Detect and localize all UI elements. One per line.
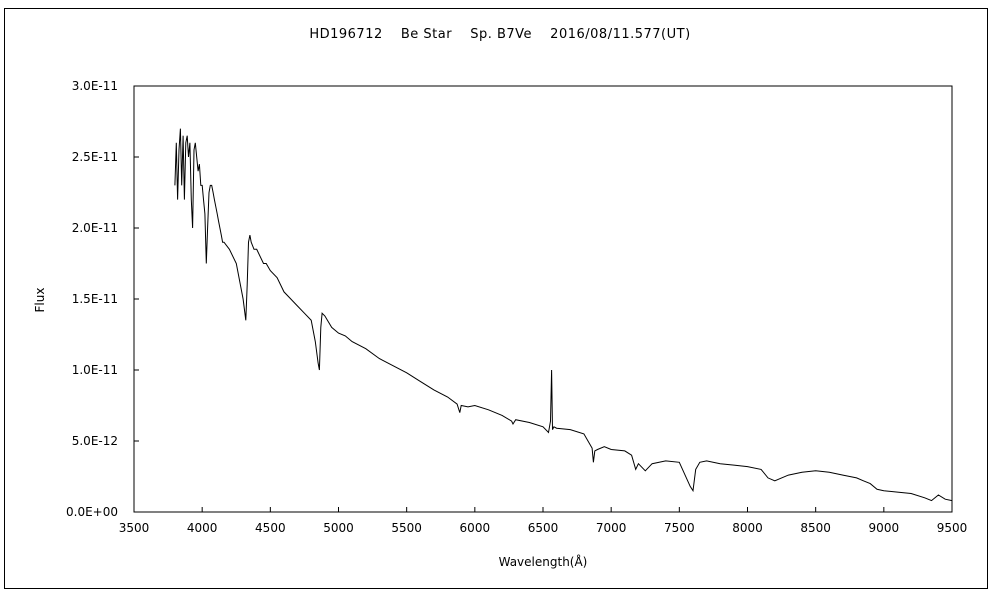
x-tick-label: 6500 <box>528 521 559 535</box>
x-tick-label: 7500 <box>664 521 695 535</box>
x-tick-label: 9500 <box>937 521 968 535</box>
y-axis-label: Flux <box>33 288 47 313</box>
x-tick-label: 5000 <box>323 521 354 535</box>
y-tick-label: 2.5E-11 <box>72 150 118 164</box>
y-tick-label: 0.0E+00 <box>66 505 118 519</box>
x-axis-label: Wavelength(Å) <box>499 554 588 569</box>
y-tick-label: 5.0E-12 <box>72 434 118 448</box>
plot-area <box>133 85 953 513</box>
y-tick-label: 3.0E-11 <box>72 79 118 93</box>
x-tick-label: 6000 <box>460 521 491 535</box>
x-tick-label: 8500 <box>800 521 831 535</box>
x-tick-label: 4000 <box>187 521 218 535</box>
x-tick-label: 7000 <box>596 521 627 535</box>
chart-title: HD196712 Be Star Sp. B7Ve 2016/08/11.577… <box>309 27 690 42</box>
x-tick-label: 5500 <box>391 521 422 535</box>
x-axis-ticks: 3500 4000 4500 5000 5500 6000 6500 7000 7500 8000… <box>119 507 968 535</box>
y-tick-label: 2.0E-11 <box>72 221 118 235</box>
x-tick-label: 4500 <box>255 521 286 535</box>
x-tick-label: 8000 <box>732 521 763 535</box>
x-tick-label: 9000 <box>869 521 900 535</box>
x-tick-label: 3500 <box>119 521 150 535</box>
chart-frame <box>4 8 988 589</box>
y-tick-label: 1.5E-11 <box>72 292 118 306</box>
y-tick-label: 1.0E-11 <box>72 363 118 377</box>
spectrum-series-line <box>174 128 953 502</box>
y-axis-ticks: 0.0E+00 5.0E-12 1.0E-11 1.5E-11 2.0E-11 2.5E-… <box>66 79 139 519</box>
